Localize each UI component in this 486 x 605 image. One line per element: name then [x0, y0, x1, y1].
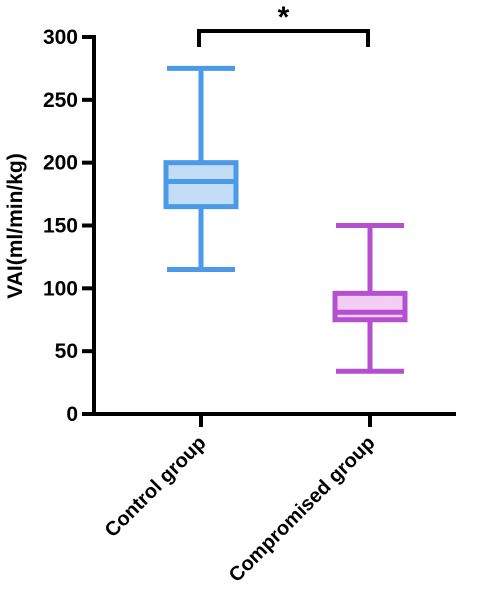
x-tick-label: Compromised group [225, 432, 380, 587]
iqr-box [332, 290, 408, 323]
y-tick-label: 100 [43, 277, 78, 300]
y-tick-label: 150 [43, 215, 78, 238]
significance-bracket [197, 29, 370, 47]
box-compromised-group [332, 223, 408, 374]
x-tick-label: Control group [101, 432, 211, 542]
axes-layer [82, 29, 456, 427]
y-axis-title: VAI(ml/min/kg) [4, 153, 27, 298]
iqr-box [163, 160, 239, 210]
y-tick-label: 50 [55, 340, 78, 363]
box-control-group [163, 65, 239, 272]
y-tick-label: 250 [43, 89, 78, 112]
boxes-layer [163, 65, 408, 374]
y-tick-label: 200 [43, 152, 78, 175]
y-tick-label: 300 [43, 26, 78, 49]
significance-label: * [278, 1, 290, 34]
y-tick-label: 0 [66, 403, 78, 426]
